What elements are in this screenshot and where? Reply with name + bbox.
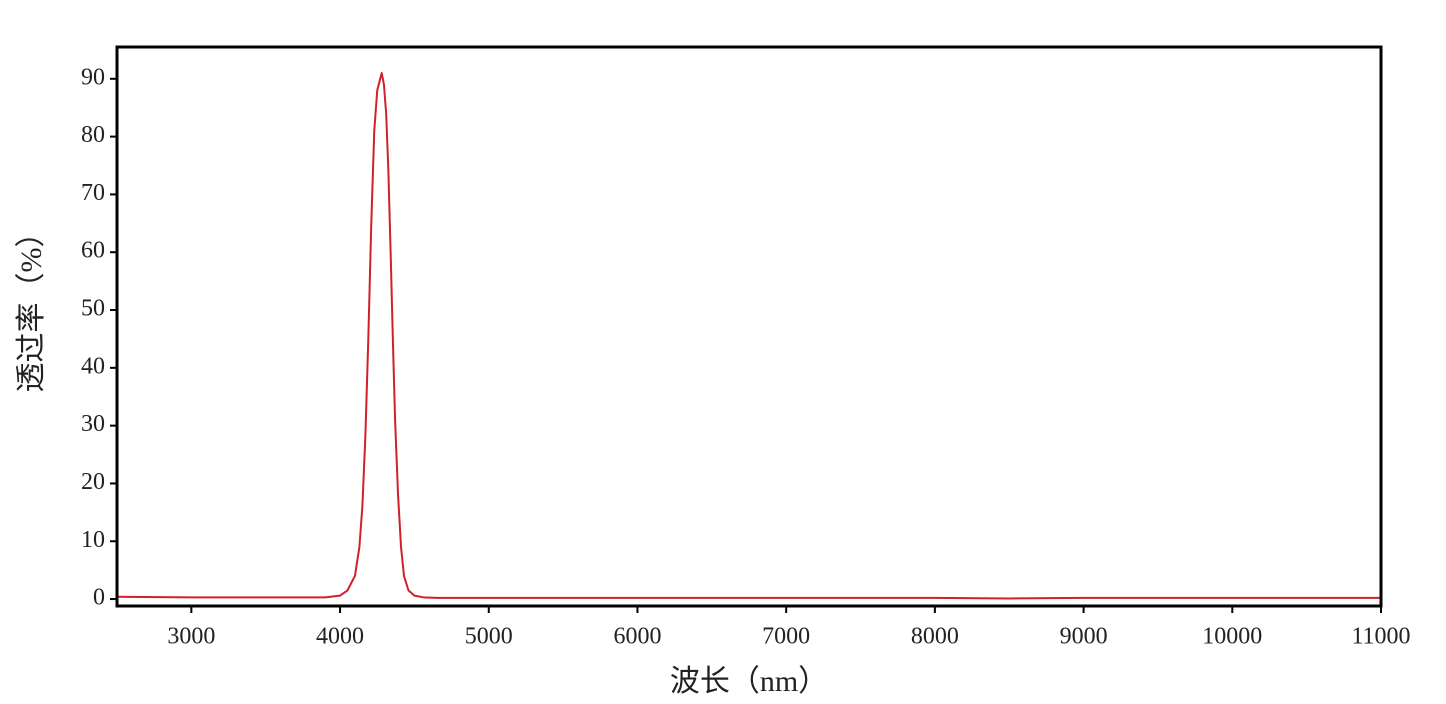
y-tick-label: 10 [81, 527, 105, 553]
y-tick-label: 50 [81, 296, 105, 322]
x-tick-label: 11000 [1351, 624, 1410, 650]
data-line [116, 72, 1381, 600]
y-tick-label: 80 [81, 122, 105, 148]
x-tick-label: 3000 [167, 624, 215, 650]
y-tick-label: 20 [81, 469, 105, 495]
x-tick-label: 7000 [762, 624, 810, 650]
y-tick-label: 0 [93, 585, 105, 611]
y-tick-label: 30 [81, 411, 105, 437]
y-tick-label: 90 [81, 64, 105, 90]
y-tick-label: 40 [81, 353, 105, 379]
x-tick-label: 9000 [1060, 624, 1108, 650]
x-axis-title: 波长（nm） [670, 665, 828, 698]
x-tick-label: 8000 [911, 624, 959, 650]
x-tick-label: 6000 [613, 624, 661, 650]
y-tick-label: 70 [81, 180, 105, 206]
plot-frame [115, 45, 1383, 608]
y-axis-title: 透过率（%） [15, 218, 48, 393]
x-tick-label: 4000 [316, 624, 364, 650]
x-tick-label: 5000 [465, 624, 513, 650]
x-tick-label: 10000 [1202, 624, 1262, 650]
y-tick-label: 60 [81, 238, 105, 264]
